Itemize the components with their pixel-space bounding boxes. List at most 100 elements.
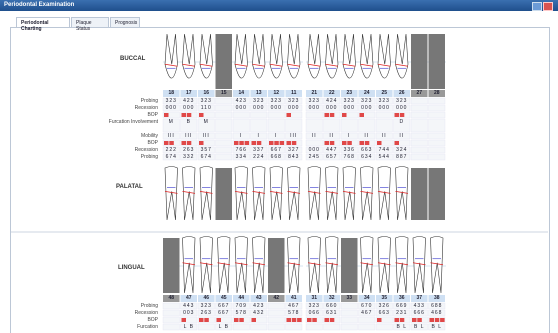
cell bbox=[411, 119, 428, 132]
cell-value: 323 bbox=[376, 99, 393, 104]
chart-canvas bbox=[0, 0, 558, 333]
bop-mark bbox=[252, 318, 257, 322]
cell bbox=[233, 324, 250, 330]
tooth bbox=[308, 34, 321, 78]
tooth-number: 22 bbox=[324, 91, 341, 96]
bop-mark bbox=[287, 318, 292, 322]
cell-value: I bbox=[341, 134, 358, 139]
missing-tooth bbox=[163, 238, 180, 293]
cell bbox=[268, 119, 285, 132]
row-label: Recession bbox=[70, 148, 158, 153]
tab[interactable]: Periodontal Charting bbox=[16, 17, 70, 27]
cell-value: 000 bbox=[359, 106, 376, 111]
cell-value: 000 bbox=[376, 106, 393, 111]
cell-value: 423 bbox=[181, 99, 198, 104]
cell-value: 668 bbox=[268, 155, 285, 160]
cell bbox=[251, 112, 268, 118]
cell bbox=[429, 98, 446, 104]
cell bbox=[251, 324, 268, 330]
bop-mark bbox=[395, 318, 400, 322]
tooth-number: 17 bbox=[181, 91, 198, 96]
cell bbox=[429, 140, 446, 146]
cell bbox=[163, 324, 180, 330]
bop-mark bbox=[292, 141, 297, 145]
missing-tooth bbox=[216, 34, 233, 89]
cell bbox=[268, 112, 285, 118]
tooth bbox=[361, 34, 374, 78]
tooth-number: 28 bbox=[429, 91, 446, 96]
tooth bbox=[183, 34, 196, 78]
cell bbox=[359, 324, 376, 330]
cell-value: 332 bbox=[181, 155, 198, 160]
cell-value: 224 bbox=[251, 155, 268, 160]
cell-value: 357 bbox=[198, 148, 215, 153]
cell bbox=[286, 324, 303, 330]
missing-tooth bbox=[411, 168, 428, 220]
cell-value: 323 bbox=[306, 304, 323, 309]
cell-value: II bbox=[324, 134, 341, 139]
cell bbox=[411, 98, 428, 104]
cell bbox=[429, 133, 446, 139]
row-label: Probing bbox=[70, 155, 158, 160]
bop-mark bbox=[400, 318, 405, 322]
cell-value: 000 bbox=[341, 106, 358, 111]
cell bbox=[429, 105, 446, 111]
tab[interactable]: Plaque Status bbox=[71, 17, 109, 27]
row-label: BOP bbox=[70, 141, 158, 146]
cell-value: 660 bbox=[324, 304, 341, 309]
cell-value: 667 bbox=[268, 148, 285, 153]
cell-value: 468 bbox=[429, 311, 446, 316]
bop-mark bbox=[239, 318, 244, 322]
cell bbox=[429, 154, 446, 160]
cell bbox=[411, 133, 428, 139]
cell bbox=[216, 112, 233, 118]
cell-value: 231 bbox=[394, 311, 411, 316]
tooth-number: 36 bbox=[394, 296, 411, 301]
cell-value: II bbox=[394, 134, 411, 139]
tooth-number: 26 bbox=[394, 91, 411, 96]
tab[interactable]: Prognosis bbox=[110, 17, 140, 27]
cell-value: 666 bbox=[411, 311, 428, 316]
tooth bbox=[200, 34, 213, 78]
cell bbox=[216, 98, 233, 104]
cell-value: 887 bbox=[394, 155, 411, 160]
cell-value: 323 bbox=[268, 99, 285, 104]
tooth bbox=[396, 34, 409, 78]
cell bbox=[306, 324, 323, 330]
cell-value: 323 bbox=[286, 99, 303, 104]
tooth-number: 15 bbox=[216, 91, 233, 96]
missing-tooth bbox=[429, 168, 446, 220]
tooth-number: 11 bbox=[286, 91, 303, 96]
tooth-number: 23 bbox=[341, 91, 358, 96]
cell-value: B L bbox=[429, 325, 446, 330]
cell-value: 467 bbox=[286, 304, 303, 309]
cell-value: I bbox=[251, 134, 268, 139]
cell-value: 544 bbox=[376, 155, 393, 160]
bop-mark bbox=[204, 318, 209, 322]
cell-value: 670 bbox=[359, 304, 376, 309]
bop-mark bbox=[325, 113, 330, 117]
cell bbox=[411, 112, 428, 118]
bop-mark bbox=[245, 141, 250, 145]
cell bbox=[233, 119, 250, 132]
cell bbox=[306, 140, 323, 146]
cell bbox=[341, 310, 358, 316]
tooth bbox=[288, 34, 301, 78]
tooth-number: 34 bbox=[359, 296, 376, 301]
tooth-number: 37 bbox=[411, 296, 428, 301]
bop-mark bbox=[342, 113, 347, 117]
cell-value: L B bbox=[181, 325, 198, 330]
bop-mark bbox=[199, 318, 204, 322]
cell-value: B L bbox=[411, 325, 428, 330]
cell-value: 323 bbox=[359, 99, 376, 104]
bop-mark bbox=[347, 141, 352, 145]
tooth bbox=[235, 34, 248, 78]
bop-mark bbox=[377, 318, 382, 322]
missing-tooth bbox=[411, 34, 428, 89]
cell-value: 443 bbox=[181, 304, 198, 309]
missing-tooth bbox=[268, 238, 285, 293]
cell-value: 423 bbox=[233, 99, 250, 104]
cell-value: 634 bbox=[359, 155, 376, 160]
cell-value: 000 bbox=[268, 106, 285, 111]
cell-value: 669 bbox=[394, 304, 411, 309]
